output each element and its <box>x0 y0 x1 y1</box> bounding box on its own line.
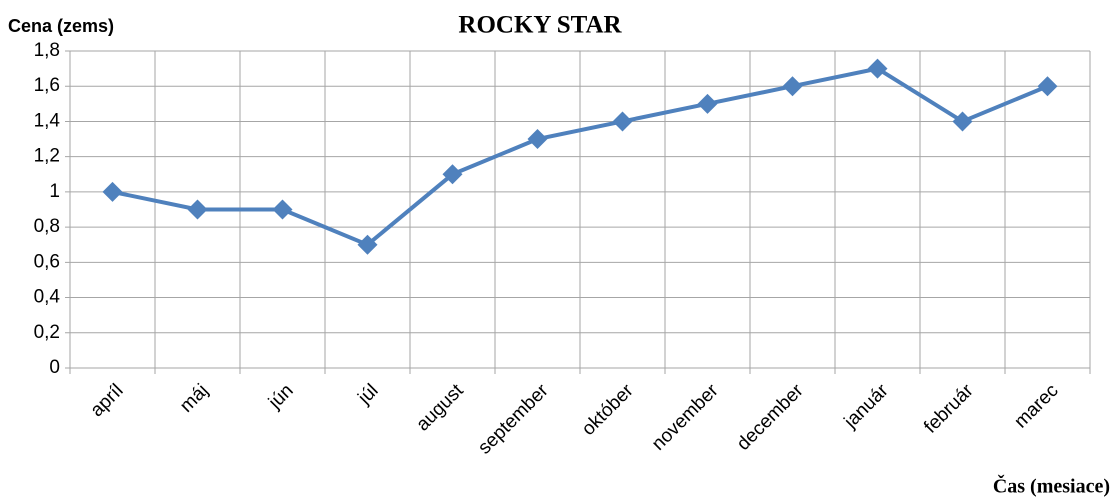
data-marker <box>102 181 123 202</box>
data-marker <box>782 76 803 97</box>
x-tick-label: október <box>578 380 638 440</box>
y-axis-label: Cena (zems) <box>8 16 114 36</box>
y-tick-label: 1,6 <box>34 75 60 96</box>
x-tick-label: september <box>474 380 553 459</box>
y-tick-label: 1,2 <box>34 146 60 167</box>
x-tick-label: júl <box>354 380 383 409</box>
data-marker <box>612 111 633 132</box>
data-marker <box>527 129 548 150</box>
y-tick-label: 1,8 <box>34 40 60 61</box>
data-marker <box>952 111 973 132</box>
data-marker <box>1037 76 1058 97</box>
y-tick-label: 0,6 <box>34 251 60 272</box>
x-tick-label: jún <box>264 380 297 413</box>
data-marker <box>357 234 378 255</box>
x-tick-label: apríl <box>87 380 128 421</box>
x-tick-label: január <box>840 380 893 433</box>
x-tick-label: máj <box>176 380 213 417</box>
x-tick-label: august <box>412 380 468 436</box>
y-tick-label: 0 <box>49 357 60 378</box>
data-marker <box>697 93 718 114</box>
data-marker <box>272 199 293 220</box>
y-tick-label: 1 <box>49 181 60 202</box>
data-marker <box>187 199 208 220</box>
chart-title: ROCKY STAR <box>458 12 622 39</box>
y-tick-label: 0,8 <box>34 216 60 237</box>
x-tick-label: december <box>733 380 808 455</box>
y-tick-label: 0,4 <box>34 287 61 308</box>
x-tick-label: február <box>920 380 978 438</box>
y-tick-label: 1,4 <box>34 110 61 131</box>
y-tick-label: 0,2 <box>34 322 60 343</box>
data-marker <box>867 58 888 79</box>
x-tick-label: november <box>648 380 723 455</box>
x-axis-label: Čas (mesiace) <box>993 474 1110 498</box>
series-line <box>112 66 1049 248</box>
data-marker <box>442 164 463 185</box>
x-tick-label: marec <box>1010 380 1062 432</box>
